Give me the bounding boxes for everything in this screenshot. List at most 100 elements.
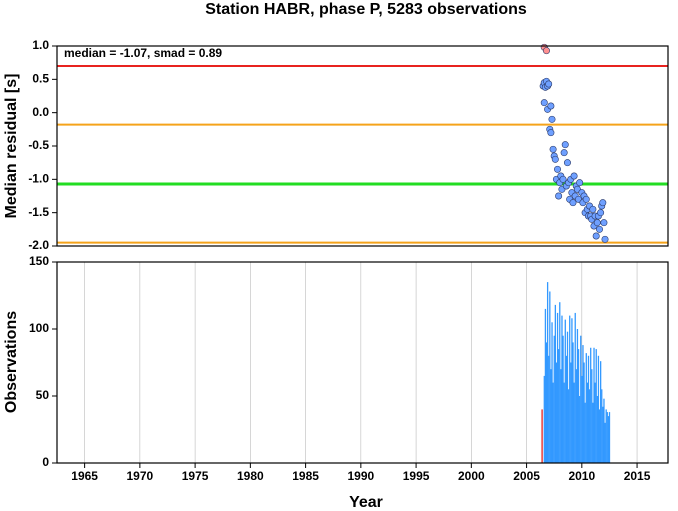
bar [594,382,596,463]
bar [595,349,597,463]
bar [546,282,549,463]
bar [565,355,568,463]
x-tick-label: 1980 [237,469,264,483]
bar [555,362,558,463]
y-tick-label: -1.0 [28,172,49,186]
bar [541,409,543,463]
point [551,155,559,163]
point [545,80,553,88]
bar [573,382,575,463]
x-tick-label: 2015 [624,469,651,483]
bar [574,312,576,463]
x-tick-label: 2005 [513,469,540,483]
bar [564,319,566,463]
bar [605,409,607,463]
bar [590,347,592,463]
bar [608,412,611,463]
bar [585,353,587,463]
y-tick-label: -2.0 [28,238,49,252]
y-tick-label: 150 [29,254,49,268]
bar [602,406,604,463]
bar [563,382,565,463]
y-tick-label: 0.5 [32,72,49,86]
bar [553,335,555,463]
point [570,172,578,180]
point [592,232,600,240]
point [542,47,550,55]
point [560,149,568,157]
bar [592,402,594,463]
y-tick-label: 1.0 [32,38,49,52]
x-tick-label: 1970 [127,469,154,483]
x-tick-label: 1990 [347,469,374,483]
bar [567,389,570,463]
bar [586,382,589,463]
point [540,99,548,107]
point [569,199,577,207]
bar [566,331,569,463]
bar [556,312,559,463]
y-tick-label: -1.5 [28,205,49,219]
y-axis-label: Median residual [s] [3,74,20,219]
x-tick-label: 1995 [403,469,430,483]
bar [584,402,586,463]
bar [551,322,553,463]
point [549,145,557,153]
bar [562,335,564,463]
bar [577,349,580,463]
x-tick-label: 2000 [458,469,485,483]
bar [591,369,593,463]
bar [572,342,574,463]
point [601,235,609,243]
bar [550,369,552,463]
point [548,115,556,123]
bar [558,349,560,463]
bar [576,329,579,463]
bar [601,389,603,463]
point [576,179,584,187]
bar [580,335,582,463]
x-axis-label: Year [349,494,383,511]
bar [545,342,548,463]
point [559,175,567,183]
bar [561,315,563,463]
bar [583,362,585,463]
bar [597,355,600,463]
plot-frame [56,45,669,247]
bar [596,396,598,463]
point [597,209,605,217]
y-axis-label: Observations [3,311,20,413]
bar [570,362,572,463]
bar [587,355,590,463]
y-tick-label: 0 [42,455,49,469]
bar [581,375,583,463]
point [563,159,571,167]
bar [569,315,571,463]
x-tick-label: 1985 [292,469,319,483]
bar [607,416,610,463]
bar [571,318,573,463]
chart-title: Station HABR, phase P, 5283 observations [205,1,527,18]
bar [559,302,561,463]
bar [543,375,545,463]
point [561,141,569,149]
point [582,195,590,203]
bar [588,389,591,463]
bar [604,422,606,463]
point [589,205,597,213]
bar [579,396,581,463]
bar [548,355,550,463]
y-tick-label: 100 [29,321,49,335]
y-tick-label: -0.5 [28,138,49,152]
bar [606,412,608,463]
annotation: median = -1.07, smad = 0.89 [64,46,222,60]
y-tick-label: 50 [36,388,50,402]
bar [600,361,602,463]
bar [544,308,547,463]
point [595,225,603,233]
point [593,219,601,227]
bar [554,304,557,463]
point [555,192,563,200]
x-tick-label: 1975 [182,469,209,483]
